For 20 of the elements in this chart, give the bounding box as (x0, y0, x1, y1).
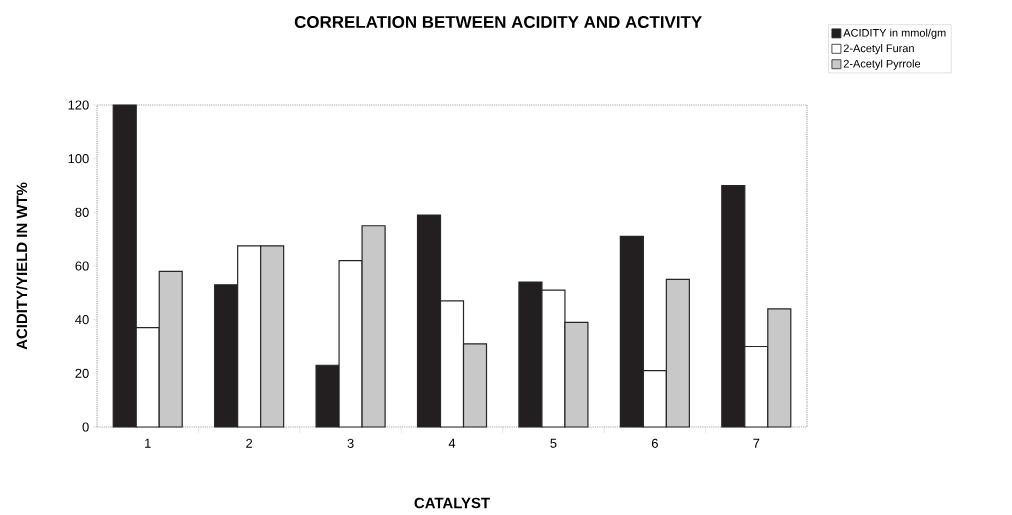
x-axis-title: CATALYST (414, 497, 490, 509)
x-tick-label: 7 (753, 438, 760, 448)
chart-title: CORRELATION BETWEEN ACIDITY AND ACTIVITY (294, 16, 702, 29)
x-tick-label: 5 (550, 438, 557, 448)
y-axis-title: ACIDITY/YIELD IN WT% (16, 182, 28, 350)
x-tick-label: 4 (448, 438, 456, 448)
y-tick-label: 40 (75, 315, 89, 325)
y-tick-label: 120 (68, 100, 89, 110)
legend-label: 2-Acetyl Furan (843, 44, 914, 55)
x-tick-label: 1 (145, 438, 151, 448)
x-tick-label: 6 (651, 438, 658, 448)
y-tick-label: 80 (75, 207, 89, 217)
y-tick-label: 20 (75, 368, 89, 378)
x-tick-label: 3 (347, 438, 354, 448)
y-tick-label: 60 (75, 261, 89, 271)
x-tick-label: 2 (246, 438, 253, 448)
legend-label: 2-Acetyl Pyrrole (843, 59, 921, 70)
y-tick-label: 100 (68, 154, 89, 164)
y-tick-label: 0 (82, 422, 89, 432)
legend-label: ACIDITY in mmol/gm (843, 28, 946, 39)
